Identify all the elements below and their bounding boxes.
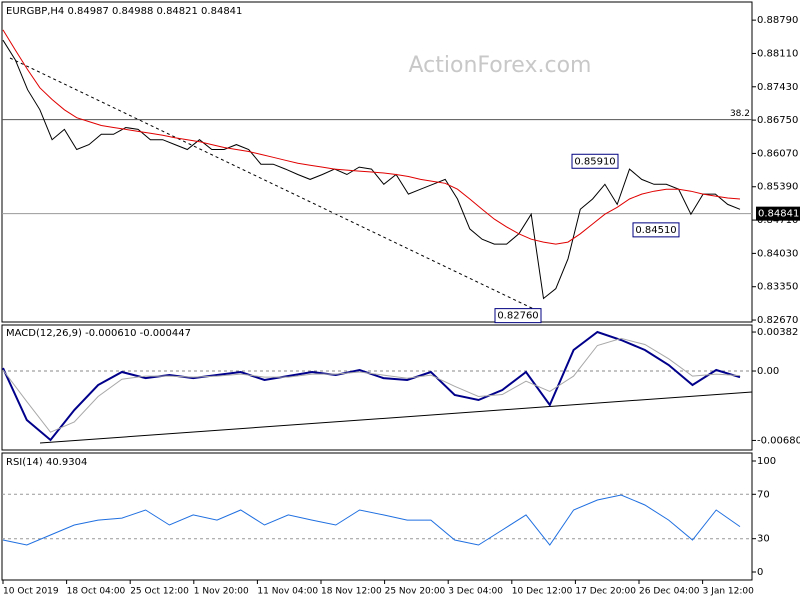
y-tick-label: 0.83350 bbox=[757, 282, 798, 293]
trend-line bbox=[9, 57, 541, 313]
x-tick-label: 11 Nov 04:00 bbox=[257, 587, 318, 597]
series-line bbox=[2, 337, 741, 433]
series-line bbox=[2, 29, 741, 245]
macd-trend-line bbox=[39, 391, 753, 444]
current-price-box bbox=[756, 206, 800, 221]
watermark: ActionForex.com bbox=[409, 53, 592, 78]
price-annotation-box bbox=[494, 308, 542, 324]
x-tick-label: 3 Dec 04:00 bbox=[448, 587, 503, 597]
x-tick-label: 25 Nov 20:00 bbox=[385, 587, 446, 597]
y-tick-label: 100 bbox=[757, 456, 776, 467]
x-tick-label: 26 Dec 04:00 bbox=[639, 587, 700, 597]
price-panel-frame bbox=[1, 1, 753, 323]
series-line bbox=[2, 494, 741, 546]
price-annotation-box bbox=[571, 153, 619, 169]
y-tick-label: 0.00382 bbox=[757, 327, 798, 338]
y-tick-label: 30 bbox=[757, 534, 770, 545]
y-tick-label: 0 bbox=[757, 567, 763, 578]
price-annotation: 0.82760 bbox=[497, 311, 538, 322]
y-tick-label: -0.006803 bbox=[757, 435, 800, 446]
series-line bbox=[2, 39, 741, 300]
y-tick-label: 0.86070 bbox=[757, 148, 798, 159]
y-tick-label: 0.86750 bbox=[757, 115, 798, 126]
price-annotation: 0.85910 bbox=[574, 156, 615, 167]
price-title: EURGBP,H4 0.84987 0.84988 0.84821 0.8484… bbox=[6, 6, 242, 17]
y-tick-label: 0.88110 bbox=[757, 48, 798, 59]
x-tick-label: 18 Oct 04:00 bbox=[67, 587, 126, 597]
x-tick-label: 10 Oct 2019 bbox=[3, 587, 59, 597]
y-tick-label: 0.84030 bbox=[757, 248, 798, 259]
price-annotation-box bbox=[632, 222, 680, 238]
fibonacci-label: 38.2 bbox=[730, 109, 750, 119]
rsi-title: RSI(14) 40.9304 bbox=[6, 457, 87, 468]
y-tick-label: 0.87430 bbox=[757, 82, 798, 93]
x-tick-label: 1 Nov 20:00 bbox=[194, 587, 249, 597]
current-price-label: 0.84841 bbox=[758, 209, 799, 220]
macd-title: MACD(12,26,9) -0.000610 -0.000447 bbox=[6, 328, 191, 339]
x-tick-label: 25 Oct 12:00 bbox=[130, 587, 189, 597]
x-tick-label: 3 Jan 12:00 bbox=[703, 587, 755, 597]
price-annotation: 0.84510 bbox=[635, 225, 676, 236]
y-tick-label: 0.00 bbox=[757, 366, 779, 377]
x-tick-label: 18 Nov 12:00 bbox=[321, 587, 382, 597]
y-tick-label: 0.82670 bbox=[757, 315, 798, 326]
rsi-panel-frame bbox=[1, 452, 753, 581]
macd-panel-frame bbox=[1, 324, 753, 451]
x-tick-label: 17 Dec 20:00 bbox=[575, 587, 636, 597]
x-tick-label: 10 Dec 12:00 bbox=[512, 587, 573, 597]
y-tick-label: 0.85390 bbox=[757, 182, 798, 193]
y-tick-label: 0.88790 bbox=[757, 15, 798, 26]
y-tick-label: 70 bbox=[757, 489, 770, 500]
